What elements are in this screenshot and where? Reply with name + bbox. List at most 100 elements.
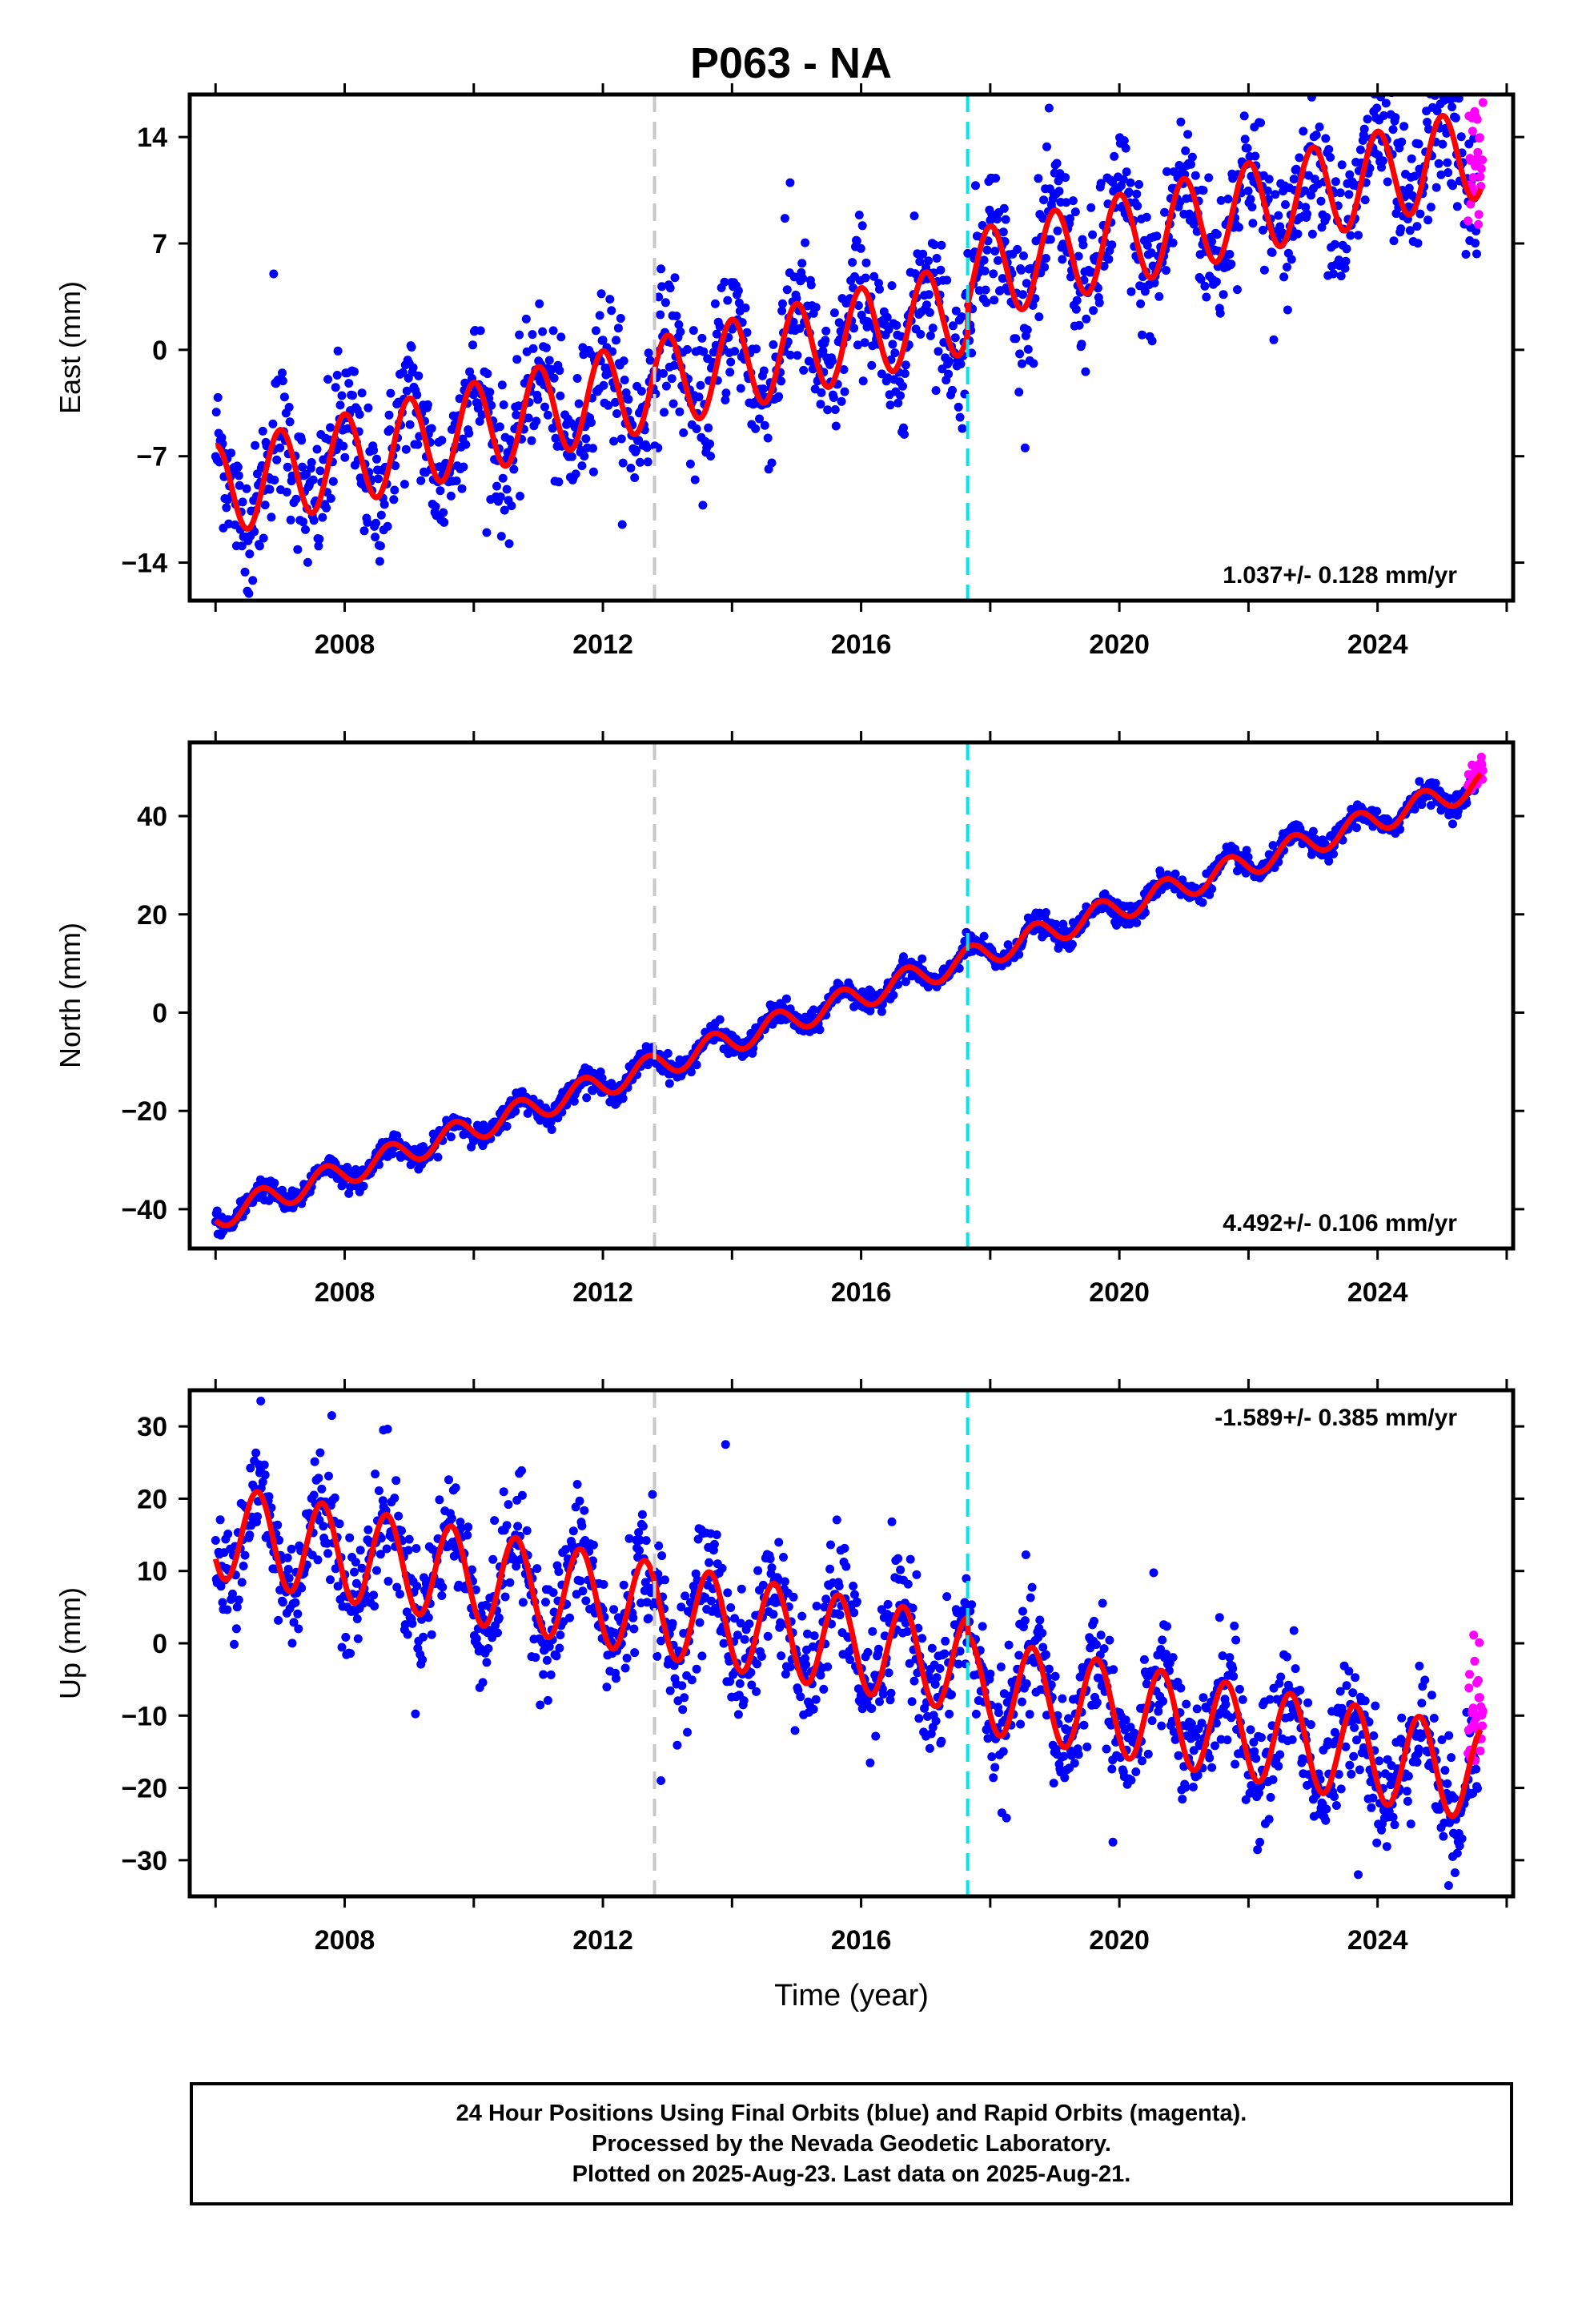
- final-orbit-point: [991, 174, 1001, 183]
- final-orbit-point: [1378, 156, 1387, 166]
- final-orbit-point: [1259, 265, 1269, 275]
- final-orbit-point: [1121, 143, 1130, 153]
- final-orbit-point: [386, 388, 396, 398]
- final-orbit-point: [886, 1688, 896, 1698]
- final-orbit-point: [1215, 1613, 1224, 1622]
- final-orbit-point: [1058, 255, 1067, 264]
- final-orbit-point: [858, 376, 868, 386]
- final-orbit-point: [1321, 1815, 1331, 1825]
- final-orbit-point: [287, 1544, 296, 1554]
- final-orbit-point: [636, 387, 646, 396]
- final-orbit-point: [1078, 240, 1088, 250]
- final-orbit-point: [697, 1651, 707, 1661]
- final-orbit-point: [1457, 1834, 1467, 1844]
- final-orbit-point: [1471, 239, 1480, 248]
- final-orbit-point: [274, 1615, 283, 1625]
- final-orbit-point: [383, 1577, 393, 1586]
- final-orbit-point: [1415, 777, 1424, 786]
- final-orbit-point: [884, 324, 893, 334]
- final-orbit-point: [1022, 279, 1031, 288]
- final-orbit-point: [1196, 275, 1206, 284]
- final-orbit-point: [591, 326, 600, 336]
- final-orbit-point: [1198, 898, 1207, 907]
- final-orbit-point: [1447, 1753, 1456, 1763]
- final-orbit-point: [1107, 240, 1117, 250]
- final-orbit-point: [1124, 187, 1134, 197]
- final-orbit-point: [1149, 1568, 1158, 1578]
- final-orbit-point: [478, 1678, 488, 1687]
- final-orbit-point: [901, 977, 910, 987]
- final-orbit-point: [811, 303, 821, 312]
- final-orbit-point: [931, 386, 941, 396]
- x-tick-label: 2012: [572, 1277, 633, 1308]
- final-orbit-point: [730, 1614, 740, 1623]
- final-orbit-point: [240, 1550, 250, 1560]
- final-orbit-point: [1181, 1783, 1191, 1792]
- final-orbit-point: [1248, 219, 1258, 228]
- final-orbit-point: [912, 1570, 921, 1579]
- final-orbit-point: [404, 1534, 414, 1544]
- final-orbit-point: [581, 434, 591, 444]
- final-orbit-point: [799, 365, 809, 375]
- final-orbit-point: [451, 1483, 460, 1493]
- final-orbit-point: [1079, 1720, 1089, 1730]
- final-orbit-point: [1082, 314, 1091, 324]
- final-orbit-point: [1197, 1719, 1207, 1728]
- final-orbit-point: [521, 314, 531, 324]
- final-orbit-point: [333, 346, 343, 356]
- final-orbit-point: [677, 1602, 686, 1612]
- final-orbit-point: [990, 1763, 1000, 1772]
- final-orbit-point: [760, 420, 769, 430]
- final-orbit-point: [1070, 1759, 1079, 1768]
- final-orbit-point: [1139, 1655, 1149, 1664]
- final-orbit-point: [823, 1662, 833, 1671]
- final-orbit-point: [1051, 919, 1061, 929]
- final-orbit-point: [319, 1522, 328, 1531]
- final-orbit-point: [726, 357, 736, 367]
- final-orbit-point: [244, 589, 254, 598]
- final-orbit-point: [1026, 1593, 1035, 1602]
- final-orbit-point: [500, 1592, 510, 1602]
- final-orbit-point: [1029, 359, 1038, 368]
- final-orbit-point: [683, 344, 692, 354]
- final-orbit-point: [1372, 103, 1382, 113]
- final-orbit-point: [809, 1005, 818, 1015]
- final-orbit-point: [402, 386, 412, 396]
- final-orbit-point: [868, 1626, 877, 1636]
- final-orbit-point: [598, 336, 608, 345]
- outlier-point: [379, 1425, 388, 1435]
- final-orbit-point: [797, 1611, 807, 1621]
- final-orbit-point: [993, 215, 1002, 224]
- final-orbit-point: [757, 1651, 766, 1661]
- final-orbit-point: [1255, 1837, 1265, 1847]
- final-orbit-point: [763, 433, 773, 443]
- final-orbit-point: [809, 1631, 819, 1641]
- final-orbit-point: [1388, 125, 1398, 135]
- final-orbit-point: [643, 457, 652, 467]
- final-orbit-point: [1038, 214, 1048, 223]
- final-orbit-point: [971, 1709, 981, 1719]
- north-y-axis-label: North (mm): [54, 923, 86, 1068]
- final-orbit-point: [1098, 1598, 1107, 1608]
- final-orbit-point: [826, 1540, 835, 1550]
- final-orbit-point: [326, 493, 335, 503]
- outlier-point: [721, 1440, 730, 1449]
- rapid-orbit-point: [1476, 752, 1486, 762]
- final-orbit-point: [1132, 918, 1142, 927]
- final-orbit-point: [885, 400, 895, 410]
- final-orbit-point: [1147, 336, 1157, 346]
- final-orbit-point: [1088, 230, 1098, 239]
- final-orbit-point: [384, 410, 394, 420]
- final-orbit-point: [989, 1773, 998, 1783]
- final-orbit-point: [1004, 1640, 1014, 1650]
- final-orbit-point: [777, 1651, 786, 1661]
- final-orbit-point: [1472, 1764, 1481, 1774]
- final-orbit-point: [850, 1590, 859, 1599]
- final-orbit-point: [355, 410, 364, 419]
- final-orbit-point: [485, 388, 495, 397]
- final-orbit-point: [389, 495, 399, 505]
- final-orbit-point: [712, 329, 721, 339]
- final-orbit-point: [626, 464, 636, 472]
- final-orbit-point: [452, 476, 461, 485]
- final-orbit-point: [549, 373, 559, 383]
